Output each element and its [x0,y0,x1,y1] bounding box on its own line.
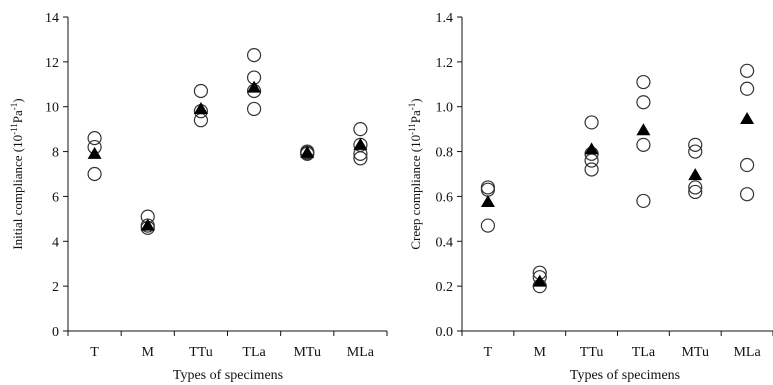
data-point-circle [246,101,262,117]
data-point-circle [739,187,755,202]
chart-panel-1: 0 2 4 6 8 10 12 14 T M TTu TLa MTu MLa Types of specim… [9,11,388,383]
y-tick-label: 4 [52,235,59,250]
y-tick-label: 0.4 [436,235,454,250]
data-point-triangle [87,146,102,159]
x-tick-label: TLa [632,345,656,360]
y-tick-label: 0.2 [436,280,454,295]
x-tick-label: TTu [189,345,213,360]
data-point-circle [688,180,703,195]
y-axis-title: Initial compliance (10-11Pa-1) [9,98,25,249]
data-point-circle [739,63,755,78]
y-tick-label: 0.0 [436,325,454,340]
data-point-circle [353,122,368,137]
y-tick-label: 0.6 [436,190,454,205]
data-point-circle [246,48,262,63]
data-point-circle [688,137,703,152]
y-tick-label: 1.4 [436,11,454,26]
data-point-circle [87,166,102,182]
data-point-circle [688,144,703,159]
data-point-triangle [740,112,755,125]
data-point-triangle [688,168,703,181]
x-tick-label: TTu [580,345,604,360]
y-tick-label: 1.2 [436,56,454,71]
y-tick-label: 8 [52,146,59,161]
data-point-triangle [480,195,495,208]
x-tick-label: T [484,345,493,360]
y-tick-label: 0.8 [436,146,454,161]
data-point-circle [636,95,651,110]
data-point-triangle [193,101,208,114]
data-point-circle [584,115,599,130]
x-tick-label: MTu [681,345,709,360]
data-point-circle [584,162,599,177]
y-tick-label: 0 [52,325,59,340]
x-tick-label: MLa [733,345,761,360]
x-tick-label: M [534,345,547,360]
chart-panel-2: 0.0 0.2 0.4 0.6 0.8 1.0 1.2 1.4 T M TTu TLa MTu MLa Ty… [407,11,773,383]
y-tick-label: 2 [52,280,59,295]
y-tick-label: 1.0 [436,101,454,116]
x-axis-title: Types of specimens [570,368,680,383]
data-point-circle [193,113,209,128]
data-point-circle [739,81,755,96]
data-point-circle [480,218,496,233]
y-tick-label: 6 [52,190,59,205]
data-point-circle [688,184,703,200]
y-tick-label: 12 [45,56,59,71]
data-point-circle [636,193,651,209]
data-point-circle [739,157,755,173]
data-point-triangle [584,142,599,155]
y-tick-label: 14 [45,11,59,26]
x-tick-label: T [90,345,99,360]
data-point-triangle [140,218,155,231]
data-point-circle [353,151,368,166]
x-tick-label: M [142,345,155,360]
data-point-triangle [247,80,262,93]
data-point-circle [636,74,651,90]
x-axis-title: Types of specimens [173,368,283,383]
y-axis-title: Creep compliance (10-11Pa-1) [407,98,423,249]
data-point-triangle [532,274,547,287]
data-point-circle [193,83,209,99]
data-point-circle [636,137,651,152]
data-point-circle [87,131,102,146]
data-point-triangle [300,145,315,158]
x-tick-label: TLa [242,345,266,360]
x-tick-label: MTu [293,345,321,360]
data-point-triangle [636,123,651,136]
y-tick-label: 10 [45,101,59,116]
data-point-triangle [353,137,368,150]
x-tick-label: MLa [347,345,375,360]
